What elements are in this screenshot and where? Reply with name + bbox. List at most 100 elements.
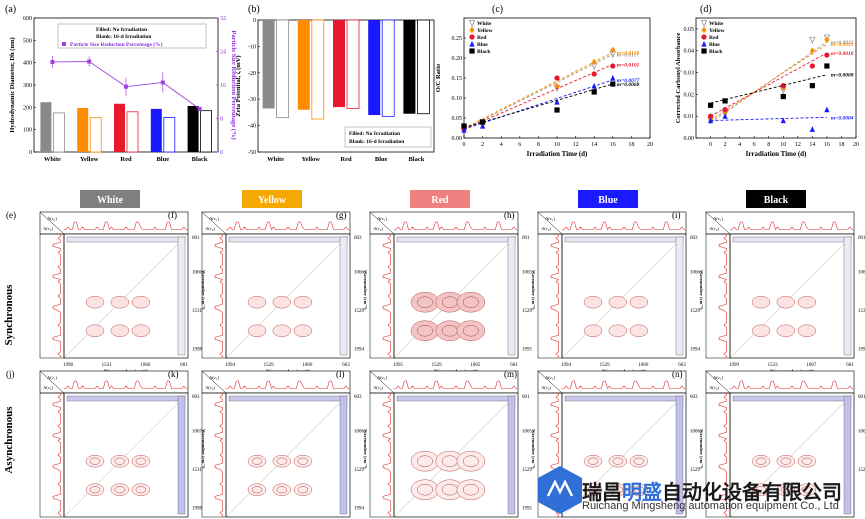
map-header	[369, 370, 519, 394]
y-tick-label: 1067	[858, 271, 865, 276]
contour-positive	[797, 295, 817, 309]
sync-map-blue: (h) A(ν₁) A(ν₂) 1994 1529 1066 603 Wavenumber (…	[504, 210, 704, 375]
side-spectrum	[550, 233, 560, 358]
contour-inner	[89, 457, 101, 465]
contour-positive	[456, 450, 486, 472]
contour-positive	[410, 320, 440, 341]
map-a1-label: A(ν₁)	[377, 216, 387, 221]
contour-inner	[801, 457, 813, 465]
fit-line-blue	[463, 79, 613, 130]
bar-blank-black	[200, 110, 213, 153]
y2-tick-label: 32	[220, 16, 226, 22]
y-tick-label: 1066	[192, 271, 203, 276]
y2-tick-label: 0	[220, 150, 223, 156]
panel-label: (f)	[168, 210, 177, 220]
fit-line-white	[710, 41, 828, 124]
contour-inner	[417, 455, 433, 467]
x-tick-label: 4	[500, 142, 503, 148]
data-point-black	[480, 119, 486, 125]
y-tick-label: 300	[23, 83, 32, 89]
contour-positive	[776, 324, 796, 337]
panel-c-chart: (c) 0 2 4 6 8 10 12 14 16 18 20 0.00 0.05 0.10 0.15 0.20…	[435, 4, 653, 158]
x-tick-label: 1994	[561, 363, 572, 368]
side-spectrum	[718, 392, 728, 517]
y-tick-top: 603	[690, 395, 698, 400]
y-tick-label: 0.15	[452, 76, 463, 82]
top-spectrum	[561, 221, 686, 231]
async-map-black: (n)A(ν₁)A(ν₂)199915331067601Wavenumber (…	[672, 369, 865, 518]
side-spectrum	[52, 392, 62, 517]
data-point-blue	[554, 98, 560, 105]
x-tick-label: 18	[838, 142, 844, 148]
contour-band	[732, 395, 852, 402]
map-a1-label: A(ν₁)	[713, 375, 723, 380]
x-tick-label: Black	[408, 156, 424, 163]
contour-positive	[272, 483, 292, 496]
x-tick-label: Black	[192, 156, 208, 163]
contour-inner	[276, 486, 287, 494]
slope-label-red: m=0.0018	[831, 51, 854, 57]
map-a2-label: A(ν₂)	[709, 385, 719, 390]
contour-band	[564, 236, 684, 243]
x-tick-label: 601	[510, 363, 518, 368]
async-map-white: (j) A(ν₁) A(ν₂) 1998 1531 1067 603 Wavenumber (…	[6, 369, 206, 518]
y-tick-label: 1998	[192, 507, 203, 512]
column-header-white	[80, 190, 140, 208]
side-strip	[537, 392, 563, 518]
data-point-blue	[480, 122, 486, 129]
slope-label-blue: m=0.0004	[831, 115, 854, 121]
map-header	[537, 370, 687, 394]
panel-label: (j)	[6, 369, 15, 379]
x-tick-label: 8	[537, 142, 540, 148]
side-strip	[201, 233, 227, 359]
contour-inner	[612, 457, 623, 465]
map-a2-label: A(ν₂)	[43, 385, 53, 390]
panel-label: (l)	[336, 369, 345, 379]
contour-positive	[608, 454, 628, 468]
bar-blank-blue	[381, 19, 395, 117]
data-point-blue	[780, 117, 786, 124]
contour-positive	[110, 483, 130, 496]
map-a2-label: A(ν₂)	[541, 385, 551, 390]
y-tick-label: 0.00	[684, 136, 695, 142]
contour-inner	[276, 457, 287, 465]
bar-filled-red	[114, 103, 125, 152]
panel-label: (e)	[6, 210, 16, 220]
bar-filled-yellow	[77, 108, 89, 152]
column-header-label-blue: Blue	[598, 195, 618, 206]
x-tick-label: 20	[647, 142, 653, 148]
data-point-red	[591, 71, 597, 77]
x-tick-label: 6	[518, 142, 521, 148]
contour-positive	[456, 291, 486, 313]
contour-positive	[272, 454, 292, 468]
map-a1-label: A(ν₁)	[47, 375, 57, 380]
column-header-label-red: Red	[431, 195, 449, 206]
contour-positive	[583, 454, 603, 468]
contour-inner	[612, 486, 623, 494]
x-tick-label: 601	[846, 363, 854, 368]
data-point-red	[707, 113, 714, 119]
y-tick-label: 1529	[858, 468, 865, 473]
contour-band	[228, 236, 348, 243]
data-point-blue	[610, 74, 616, 81]
contour-band	[396, 236, 516, 243]
top-spectrum	[63, 380, 188, 390]
column-header-yellow	[242, 190, 302, 208]
y-tick-top: 601	[192, 236, 200, 241]
panel-label: (n)	[672, 369, 683, 379]
bar-filled-yellow	[297, 20, 310, 110]
map-header	[369, 211, 519, 235]
map-corner-diagonal	[201, 370, 227, 394]
data-point-black	[824, 63, 830, 69]
data-point-red	[824, 52, 830, 58]
top-spectrum	[561, 380, 686, 390]
y-tick-label: 0	[253, 18, 256, 24]
map-header	[39, 370, 189, 394]
reduction-point	[124, 84, 128, 89]
y-tick-top: 603	[690, 236, 698, 241]
side-spectrum	[382, 392, 392, 517]
y-tick-label: 1998	[192, 348, 203, 353]
column-header-blue	[578, 190, 638, 208]
contour-positive	[131, 483, 151, 496]
y-tick-label: -30	[248, 97, 256, 103]
